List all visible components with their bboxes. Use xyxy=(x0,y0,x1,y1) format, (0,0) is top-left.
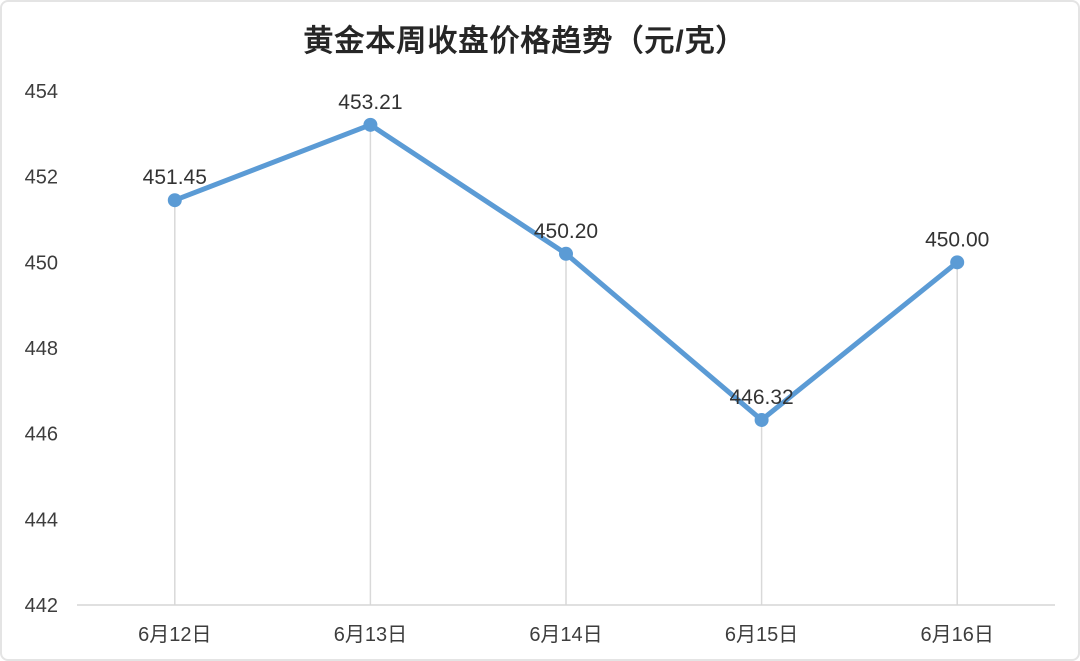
x-axis-tick-label: 6月12日 xyxy=(138,624,211,646)
data-point-label: 450.20 xyxy=(534,220,598,243)
data-point-marker xyxy=(950,255,965,270)
y-axis-tick-label: 442 xyxy=(25,595,58,617)
data-point-label: 450.00 xyxy=(925,228,989,251)
data-point-marker xyxy=(754,412,769,427)
y-axis-tick-label: 446 xyxy=(25,424,58,446)
data-point-marker xyxy=(559,246,573,261)
chart-title: 黄金本周收盘价格趋势（元/克） xyxy=(303,25,747,58)
x-axis-tick-label: 6月16日 xyxy=(921,624,994,646)
y-axis-tick-label: 452 xyxy=(25,167,58,189)
x-axis-tick-label: 6月15日 xyxy=(725,624,798,646)
data-point-label: 453.21 xyxy=(338,91,402,114)
y-axis-tick-label: 450 xyxy=(25,252,58,274)
x-axis-tick-label: 6月13日 xyxy=(334,624,407,646)
x-axis-tick-label: 6月14日 xyxy=(529,624,602,646)
y-axis-tick-label: 444 xyxy=(25,509,58,531)
data-point-label: 446.32 xyxy=(729,386,793,409)
y-axis-tick-label: 448 xyxy=(25,338,58,360)
data-point-marker xyxy=(167,193,182,208)
data-point-marker xyxy=(363,117,378,132)
data-point-label: 451.45 xyxy=(143,166,207,189)
y-axis-tick-label: 454 xyxy=(25,81,58,103)
